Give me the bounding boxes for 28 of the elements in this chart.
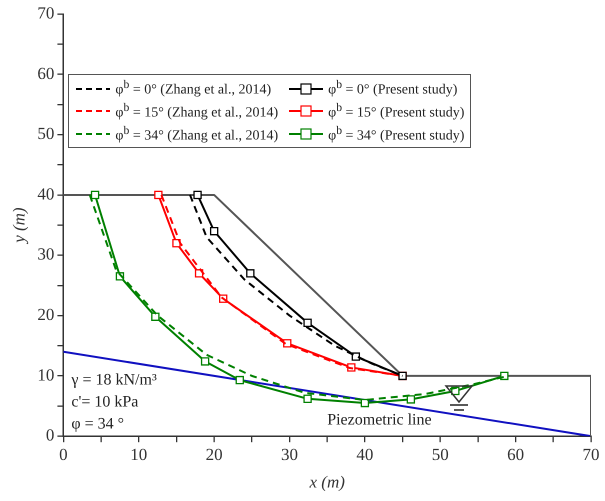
y-tick-label: 10: [37, 365, 54, 384]
y-tick-label: 70: [37, 3, 54, 22]
annotation: φ = 34 °: [71, 415, 124, 432]
x-tick-label: 70: [582, 444, 600, 464]
x-tick-label: 40: [356, 444, 374, 464]
y-tick-label: 60: [37, 64, 54, 83]
x-tick-label: 30: [281, 444, 298, 464]
y-tick-label: 30: [37, 244, 54, 264]
legend-label: φ$^{b}$ = 0° (Present study): [328, 78, 458, 99]
x-tick-label: 60: [507, 444, 524, 464]
x-axis-title: x (m): [308, 472, 346, 492]
y-axis-title: y (m): [10, 207, 29, 245]
x-tick-label: 50: [432, 444, 449, 464]
x-tick-label: 10: [130, 444, 148, 464]
legend-label: φ$^{b}$ = 0° (Zhang et al., 2014): [115, 78, 272, 99]
annotation: Piezometric line: [327, 411, 432, 428]
legend-label: φ$^{b}$ = 15° (Zhang et al., 2014): [115, 100, 278, 122]
y-tick-label: 20: [37, 305, 54, 324]
annotation: γ = 18 kN/m³: [70, 371, 157, 388]
x-tick-label: 0: [59, 444, 68, 464]
y-tick-label: 40: [37, 184, 54, 204]
legend-label: φ$^{b}$ = 34° (Zhang et al., 2014): [115, 124, 278, 144]
annotation: c'= 10 kPa: [71, 393, 138, 410]
x-tick-label: 20: [206, 444, 223, 464]
legend-label: φ$^{b}$ = 34° (Present study): [328, 124, 464, 144]
y-tick-label: 0: [46, 426, 54, 445]
y-tick-label: 50: [37, 124, 54, 144]
legend-label: φ$^{b}$ = 15° (Present study): [328, 100, 464, 122]
